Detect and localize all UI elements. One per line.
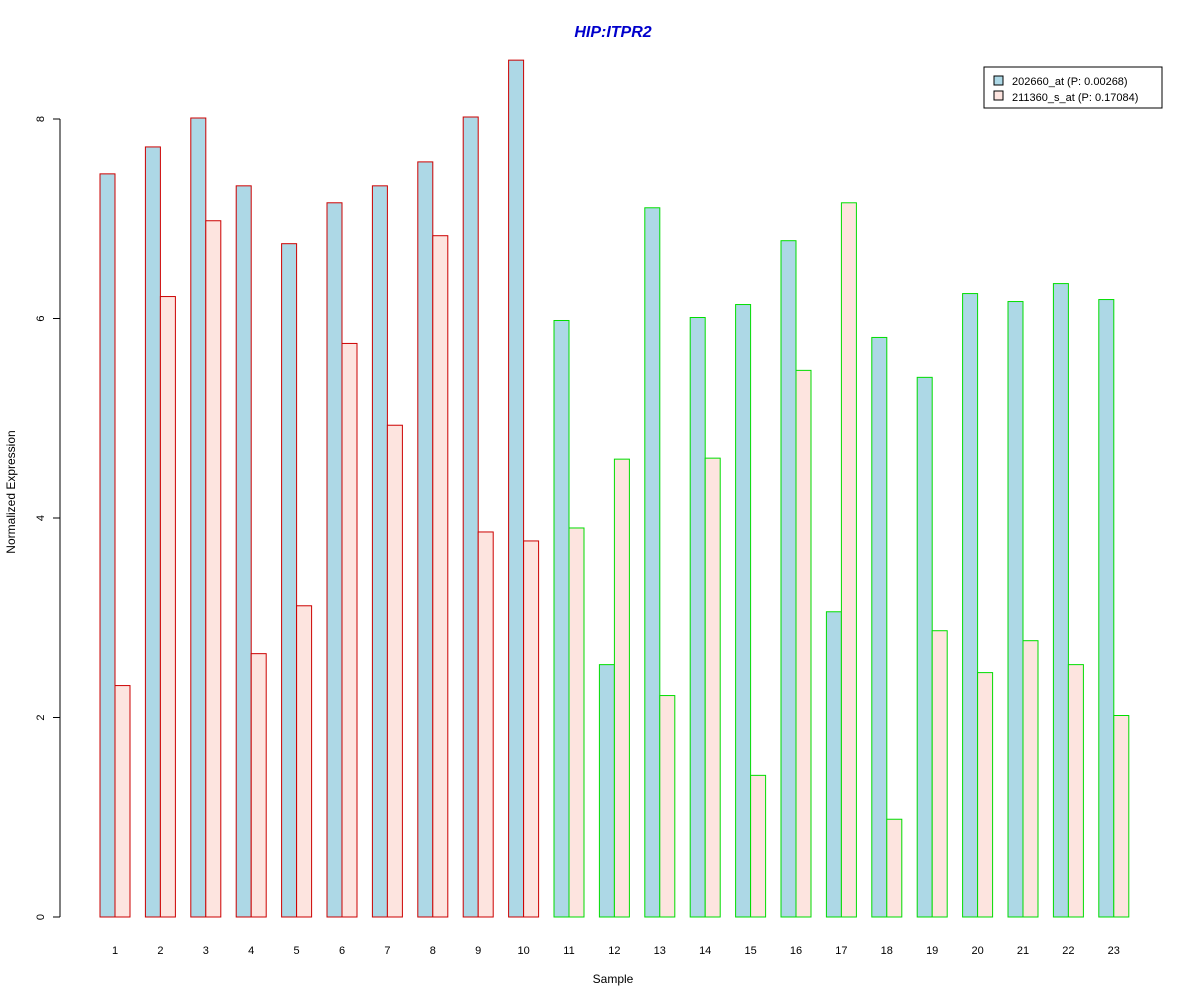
x-tick-label: 6 — [339, 945, 345, 957]
bar-series2-sample-4 — [250, 653, 267, 918]
x-tick-label: 11 — [563, 945, 574, 957]
bar-series1-sample-22 — [1052, 283, 1069, 918]
x-tick-label: 12 — [608, 945, 620, 957]
bar-series1-sample-3 — [190, 117, 207, 918]
bar-series1-sample-13 — [644, 207, 661, 918]
y-tick-label: 2 — [35, 714, 47, 720]
x-tick-label: 21 — [1017, 945, 1029, 957]
bar-series2-sample-17 — [840, 202, 857, 918]
bar-series2-sample-13 — [659, 695, 676, 918]
bar-series1-sample-5 — [281, 243, 298, 918]
bar-series2-sample-9 — [477, 531, 494, 918]
bar-series2-sample-14 — [704, 457, 721, 918]
bar-series2-sample-20 — [977, 672, 994, 918]
bar-series1-sample-8 — [417, 161, 434, 918]
x-tick-label: 23 — [1108, 945, 1120, 957]
bar-series2-sample-6 — [341, 342, 358, 918]
legend-box — [983, 66, 1163, 109]
bar-series2-sample-11 — [568, 527, 585, 918]
bar-series1-sample-11 — [553, 319, 570, 918]
bar-series2-sample-7 — [386, 424, 403, 918]
x-tick-label: 20 — [971, 945, 983, 957]
chart-title: HIP:ITPR2 — [574, 24, 651, 41]
y-tick-label: 4 — [35, 515, 47, 521]
bar-series1-sample-4 — [235, 185, 252, 918]
bar-series2-sample-16 — [795, 369, 812, 918]
bar-series1-sample-23 — [1098, 299, 1115, 918]
bar-series2-sample-22 — [1067, 664, 1084, 918]
legend: 202660_at (P: 0.00268) 211360_s_at (P: 0… — [983, 66, 1163, 109]
bar-series2-sample-23 — [1113, 715, 1130, 918]
bars-group — [99, 59, 1130, 918]
legend-swatch — [993, 90, 1004, 101]
x-tick-label: 1 — [112, 945, 118, 957]
y-tick-label: 8 — [35, 116, 47, 122]
bar-series1-sample-12 — [598, 664, 615, 918]
x-axis-label: Sample — [593, 972, 634, 986]
x-tick-label: 3 — [203, 945, 209, 957]
bar-series1-sample-7 — [371, 185, 388, 918]
bar-series1-sample-9 — [462, 116, 479, 918]
y-axis-label: Normalized Expression — [4, 430, 18, 553]
x-tick-labels: 1 2 3 4 5 6 7 8 9 10 11 12 13 14 15 16 17 18 19 20 21 22 23 — [112, 945, 1120, 957]
x-tick-label: 5 — [294, 945, 300, 957]
bar-series1-sample-21 — [1007, 301, 1024, 918]
x-tick-label: 2 — [157, 945, 163, 957]
x-tick-label: 14 — [699, 945, 711, 957]
bar-series1-sample-19 — [916, 376, 933, 918]
x-tick-label: 22 — [1062, 945, 1074, 957]
bar-series2-sample-2 — [159, 296, 176, 918]
y-tick-label: 0 — [35, 914, 47, 920]
bar-series1-sample-20 — [962, 293, 979, 918]
bar-series1-sample-6 — [326, 202, 343, 918]
bar-series2-sample-19 — [931, 630, 948, 918]
x-tick-label: 7 — [384, 945, 390, 957]
x-tick-label: 17 — [835, 945, 847, 957]
x-tick-label: 9 — [475, 945, 481, 957]
bar-series1-sample-16 — [780, 240, 797, 918]
y-tick-label: 6 — [35, 315, 47, 321]
x-tick-label: 18 — [881, 945, 893, 957]
x-tick-label: 10 — [517, 945, 529, 957]
bar-series2-sample-18 — [886, 818, 903, 918]
bar-series1-sample-17 — [825, 611, 842, 918]
bar-series1-sample-1 — [99, 173, 116, 918]
bar-series2-sample-8 — [432, 235, 449, 918]
x-tick-label: 19 — [926, 945, 938, 957]
bar-series2-sample-15 — [750, 774, 767, 918]
x-tick-label: 15 — [744, 945, 756, 957]
bar-series2-sample-1 — [114, 685, 131, 918]
bar-series1-sample-14 — [689, 317, 706, 918]
bar-series2-sample-12 — [613, 458, 630, 918]
bar-series1-sample-15 — [735, 304, 752, 918]
x-tick-label: 4 — [248, 945, 254, 957]
x-tick-label: 8 — [430, 945, 436, 957]
legend-entry: 202660_at (P: 0.00268) — [1012, 76, 1128, 88]
y-axis: 0 2 4 6 8 — [35, 116, 61, 920]
bar-series2-sample-21 — [1022, 640, 1039, 918]
bar-series2-sample-5 — [296, 605, 313, 918]
bar-series1-sample-2 — [144, 146, 161, 918]
legend-swatch — [993, 75, 1004, 86]
bar-series2-sample-10 — [523, 540, 540, 918]
x-tick-label: 13 — [654, 945, 666, 957]
x-tick-label: 16 — [790, 945, 802, 957]
bar-series2-sample-3 — [205, 220, 222, 918]
legend-entry: 211360_s_at (P: 0.17084) — [1012, 92, 1138, 104]
bar-series1-sample-10 — [508, 59, 525, 918]
bar-series1-sample-18 — [871, 336, 888, 918]
